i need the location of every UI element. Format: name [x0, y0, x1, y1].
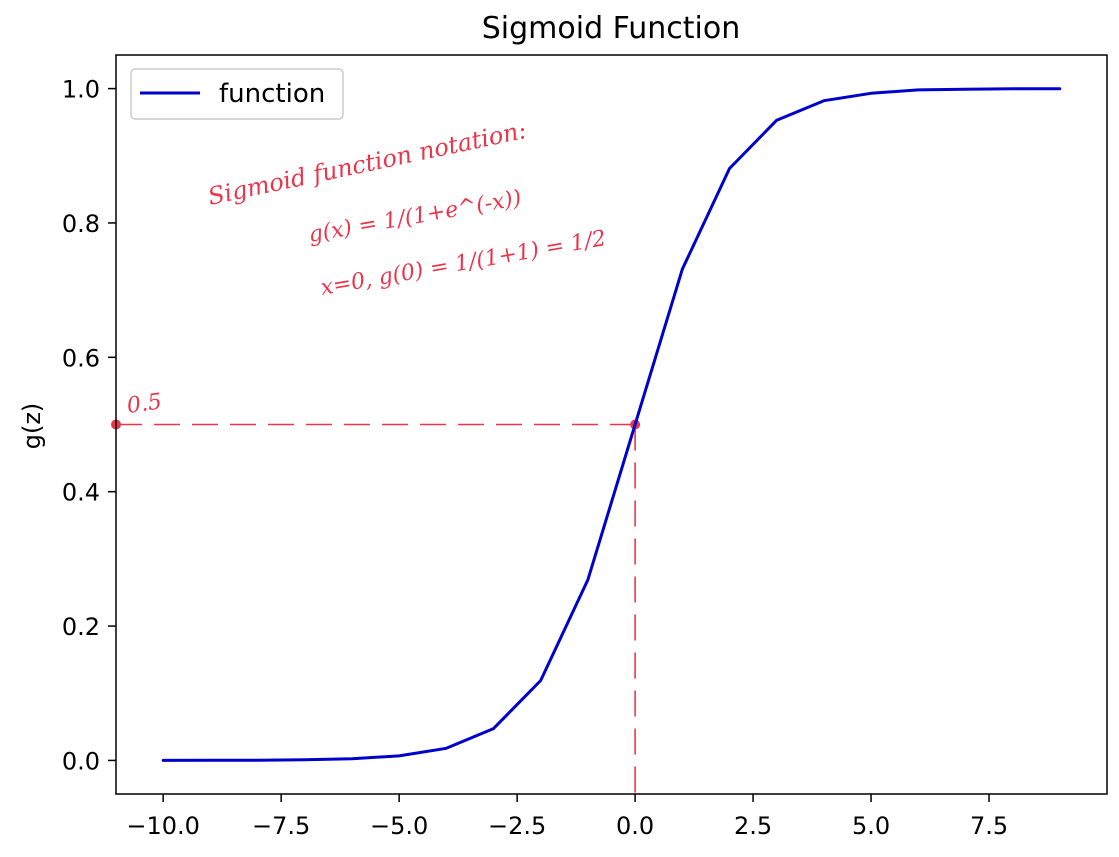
y-tick-label: 0.8: [62, 210, 100, 238]
x-tick-label: 0.0: [616, 812, 654, 840]
series-line-function: [161, 87, 1062, 762]
y-tick-label: 0.0: [62, 747, 100, 775]
axes-layer: −10.0 −7.5 −5.0 −2.5 0.0 2.5 5.0 7.5 0.0 0.2 0.4 0.…: [62, 54, 1108, 840]
y-tick-label: 0.2: [62, 613, 100, 641]
annotation-point-label: 0.5: [125, 389, 163, 419]
y-tick-label: 0.6: [62, 344, 100, 372]
x-tick-label: 7.5: [970, 812, 1008, 840]
legend-label-function: function: [219, 79, 325, 109]
x-tick-label: 5.0: [852, 812, 890, 840]
y-tick-label: 0.4: [62, 479, 100, 507]
x-tick-label: −7.5: [252, 812, 310, 840]
chart-title: Sigmoid Function: [482, 11, 741, 46]
x-tick-label: −2.5: [488, 812, 546, 840]
plot-frame: [115, 54, 1108, 795]
x-tick-label: −5.0: [370, 812, 428, 840]
x-tick-label: 2.5: [734, 812, 772, 840]
y-axis-label: g(z): [18, 403, 46, 450]
x-tick-label: −10.0: [126, 812, 200, 840]
legend: function: [130, 68, 344, 120]
series-layer: [161, 87, 1062, 762]
legend-box: [130, 68, 344, 120]
y-tick-label: 1.0: [62, 76, 100, 104]
